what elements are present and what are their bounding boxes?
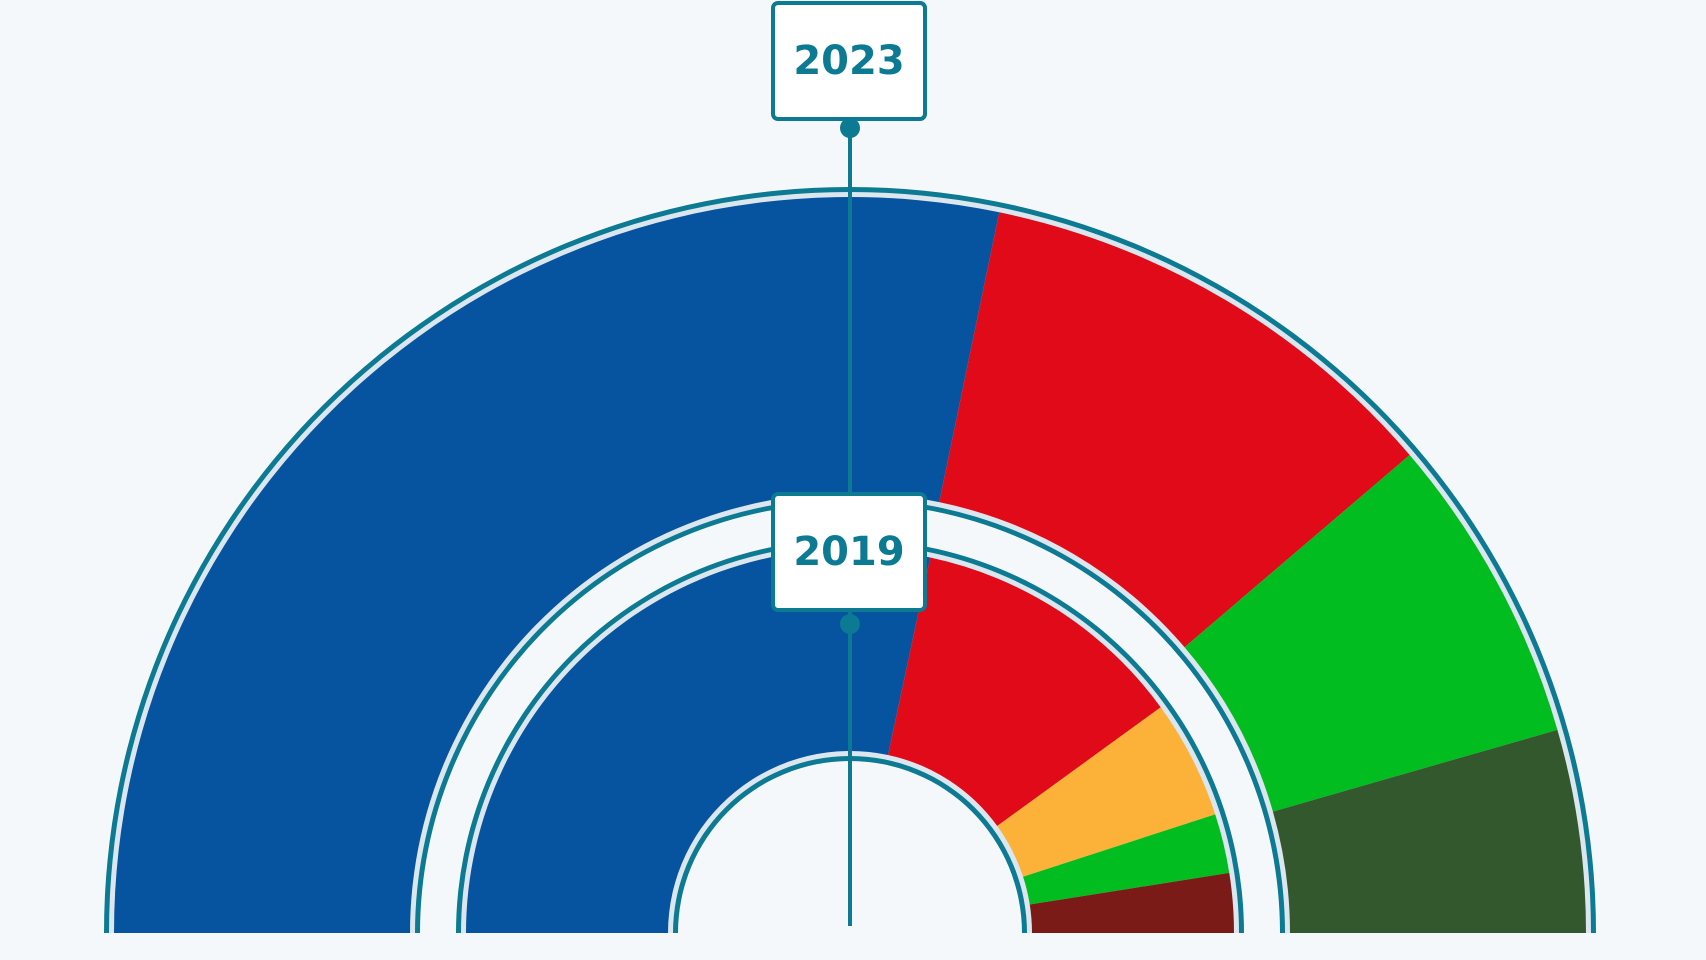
- year-label-2023: 2023: [771, 1, 927, 138]
- ring-2023: [104, 187, 1596, 933]
- ring-2019-segment-1: [466, 549, 931, 933]
- ring-2019-segment-3: [997, 707, 1216, 877]
- year-label-2023-dot: [840, 118, 860, 138]
- ring-2023-segment-4: [1272, 729, 1586, 933]
- ring-2023-segment-3: [1184, 455, 1558, 812]
- ring-2019-segment-5: [1029, 872, 1234, 933]
- ring-2019-segment-4: [1023, 814, 1230, 905]
- year-label-2019-box: [771, 492, 927, 612]
- year-label-2019-dot: [840, 614, 860, 634]
- ring-2019-segment-2: [888, 557, 1161, 827]
- year-label-2019-text: 2019: [793, 529, 904, 575]
- year-label-2023-text: 2023: [793, 38, 904, 84]
- year-label-2019: 2019: [771, 492, 927, 634]
- ring-2023-segment-2: [939, 212, 1410, 648]
- ring-2023-segment-1: [114, 197, 1000, 933]
